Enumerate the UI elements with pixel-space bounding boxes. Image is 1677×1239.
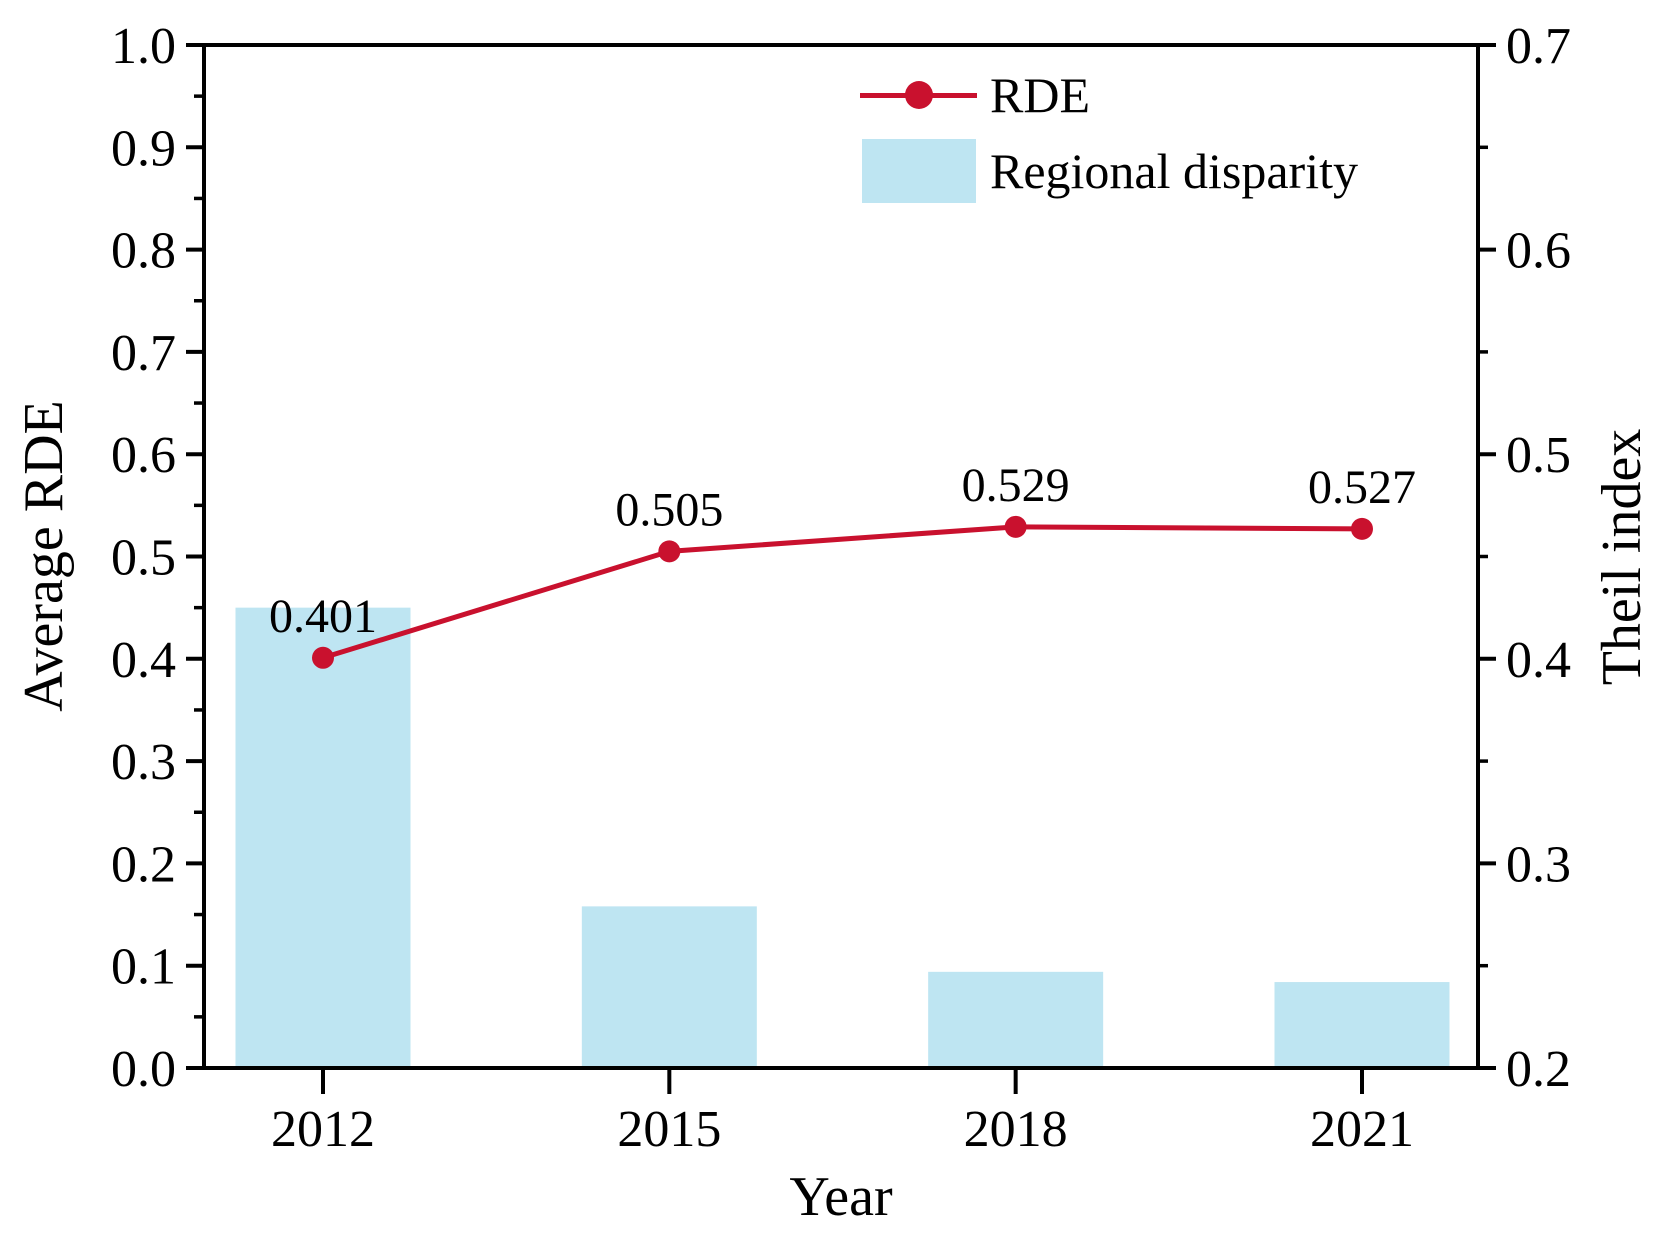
left-tick-label: 0.7 xyxy=(111,325,176,382)
bar-2015 xyxy=(581,906,757,1068)
data-label-2021: 0.527 xyxy=(1308,461,1416,514)
data-label-2015: 0.505 xyxy=(615,483,723,536)
data-point-2021 xyxy=(1350,517,1373,540)
data-point-2015 xyxy=(658,540,681,563)
x-axis-title: Year xyxy=(789,1166,893,1228)
legend-item-rde: RDE xyxy=(860,57,1358,133)
left-tick-label: 0.9 xyxy=(111,120,176,177)
right-tick-label: 0.6 xyxy=(1506,223,1571,280)
x-tick-label-2012: 2012 xyxy=(271,1101,375,1158)
left-tick-label: 0.4 xyxy=(111,632,176,689)
x-tick-label-2018: 2018 xyxy=(964,1101,1068,1158)
bar-2012 xyxy=(235,607,411,1068)
right-axis-title: Theil index xyxy=(1591,428,1653,686)
x-tick-label-2015: 2015 xyxy=(617,1101,721,1158)
legend-label-rde: RDE xyxy=(990,67,1090,123)
bar-2021 xyxy=(1274,982,1450,1068)
legend: RDE Regional disparity xyxy=(860,57,1358,209)
legend-label-regional-disparity: Regional disparity xyxy=(990,143,1358,199)
left-axis-title: Average RDE xyxy=(13,400,75,712)
data-label-2012: 0.401 xyxy=(269,590,377,643)
left-tick-label: 1.0 xyxy=(111,18,176,75)
left-tick-label: 0.8 xyxy=(111,223,176,280)
right-tick-label: 0.3 xyxy=(1506,836,1571,893)
left-tick-label: 0.5 xyxy=(111,530,176,587)
legend-item-regional-disparity: Regional disparity xyxy=(860,133,1358,209)
legend-line-sample xyxy=(860,63,977,127)
right-tick-label: 0.2 xyxy=(1506,1041,1571,1098)
left-tick-label: 0.6 xyxy=(111,427,176,484)
legend-bar-swatch-icon xyxy=(862,139,976,203)
left-tick-label: 0.3 xyxy=(111,734,176,791)
left-tick-label: 0.1 xyxy=(111,939,176,996)
data-point-2018 xyxy=(1004,515,1027,538)
legend-circle-marker-icon xyxy=(904,81,933,109)
legend-bar-sample xyxy=(860,139,977,203)
x-tick-label-2021: 2021 xyxy=(1310,1101,1414,1158)
right-tick-label: 0.4 xyxy=(1506,632,1571,689)
right-tick-label: 0.7 xyxy=(1506,18,1571,75)
data-label-2018: 0.529 xyxy=(962,459,1070,512)
left-tick-label: 0.0 xyxy=(111,1041,176,1098)
right-tick-label: 0.5 xyxy=(1506,427,1571,484)
data-point-2012 xyxy=(312,646,334,669)
line-series-rde xyxy=(322,524,1363,661)
bar-2018 xyxy=(928,971,1104,1068)
left-tick-label: 0.2 xyxy=(111,836,176,893)
